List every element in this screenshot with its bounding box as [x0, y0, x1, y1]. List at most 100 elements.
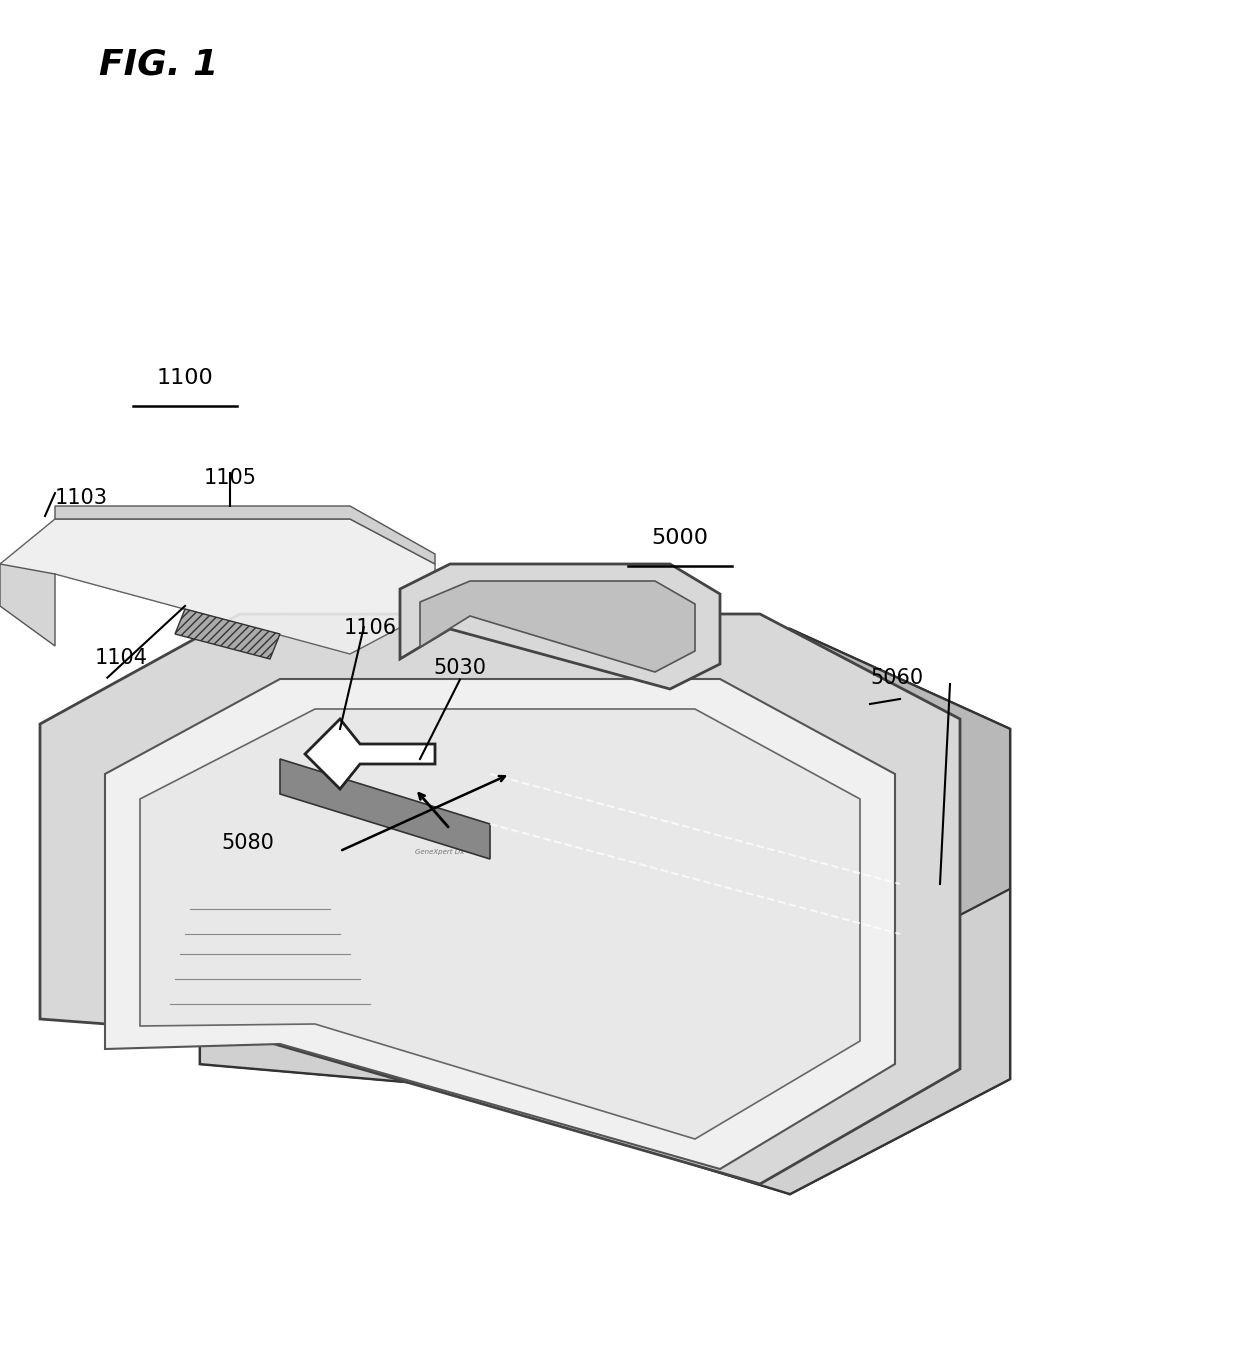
Point	[291, 1053, 311, 1075]
Point	[453, 1061, 472, 1083]
Point	[339, 1069, 358, 1091]
Point	[402, 645, 422, 667]
Point	[432, 895, 451, 917]
Point	[810, 611, 830, 633]
Point	[826, 712, 846, 734]
Point	[463, 1000, 482, 1022]
Point	[713, 1121, 733, 1143]
Point	[374, 1136, 394, 1158]
Point	[587, 1067, 606, 1088]
Point	[365, 633, 384, 655]
Point	[314, 994, 334, 1016]
Point	[589, 802, 609, 824]
Point	[543, 1057, 563, 1079]
Point	[831, 1020, 851, 1042]
Point	[852, 858, 872, 880]
Point	[193, 944, 213, 966]
Point	[325, 546, 345, 567]
Point	[580, 780, 600, 802]
Point	[382, 820, 402, 842]
Point	[825, 698, 844, 720]
Point	[303, 872, 322, 893]
Point	[482, 779, 502, 801]
Point	[502, 1015, 522, 1037]
Point	[337, 783, 357, 805]
Point	[908, 967, 928, 989]
Point	[543, 979, 563, 1001]
Point	[567, 747, 587, 769]
Point	[678, 619, 698, 641]
Point	[216, 1053, 236, 1075]
Point	[740, 1033, 760, 1054]
Point	[724, 908, 744, 930]
Point	[388, 921, 408, 943]
Point	[244, 940, 264, 962]
Point	[409, 887, 429, 908]
Point	[841, 750, 861, 772]
Point	[662, 1073, 682, 1095]
Point	[259, 1020, 279, 1042]
Point	[259, 948, 279, 970]
Point	[169, 685, 188, 707]
Point	[818, 607, 838, 629]
Point	[725, 704, 745, 726]
Point	[720, 760, 740, 782]
Point	[770, 806, 790, 828]
Point	[489, 1045, 508, 1067]
Point	[991, 900, 1011, 922]
Point	[841, 1035, 861, 1057]
Point	[903, 1082, 923, 1103]
Point	[718, 857, 738, 878]
Point	[440, 626, 460, 648]
Point	[5, 555, 25, 577]
Point	[459, 870, 479, 892]
Point	[870, 756, 890, 777]
Point	[771, 918, 791, 940]
Point	[878, 850, 898, 872]
Point	[145, 602, 165, 623]
Point	[658, 668, 678, 690]
Point	[843, 843, 863, 865]
Point	[546, 807, 565, 829]
Point	[570, 1012, 590, 1034]
Point	[477, 615, 497, 637]
Point	[675, 892, 694, 914]
Point	[179, 1106, 198, 1128]
Point	[373, 825, 393, 847]
Point	[339, 971, 358, 993]
Point	[838, 705, 858, 727]
Point	[294, 940, 314, 962]
Point	[312, 712, 332, 734]
Point	[573, 723, 593, 745]
Point	[584, 1068, 604, 1090]
Point	[443, 692, 463, 713]
Point	[455, 998, 475, 1020]
Point	[429, 869, 449, 891]
Point	[615, 1064, 635, 1086]
Point	[812, 726, 832, 747]
Point	[620, 657, 640, 679]
Point	[392, 642, 412, 664]
Point	[634, 747, 653, 769]
Point	[694, 716, 714, 738]
Point	[939, 959, 959, 981]
Point	[300, 569, 320, 591]
Point	[884, 949, 904, 971]
Point	[202, 1056, 222, 1078]
Point	[379, 1138, 399, 1159]
Point	[603, 764, 622, 786]
Point	[583, 947, 603, 968]
Point	[355, 833, 374, 855]
Point	[481, 799, 501, 821]
Point	[201, 761, 221, 783]
Point	[206, 966, 226, 988]
Point	[727, 863, 746, 885]
Point	[526, 1061, 546, 1083]
Point	[715, 698, 735, 720]
Point	[284, 1123, 304, 1144]
Point	[745, 1022, 765, 1043]
Point	[236, 1079, 255, 1101]
Point	[583, 842, 603, 863]
Point	[475, 902, 495, 923]
Point	[779, 973, 799, 994]
